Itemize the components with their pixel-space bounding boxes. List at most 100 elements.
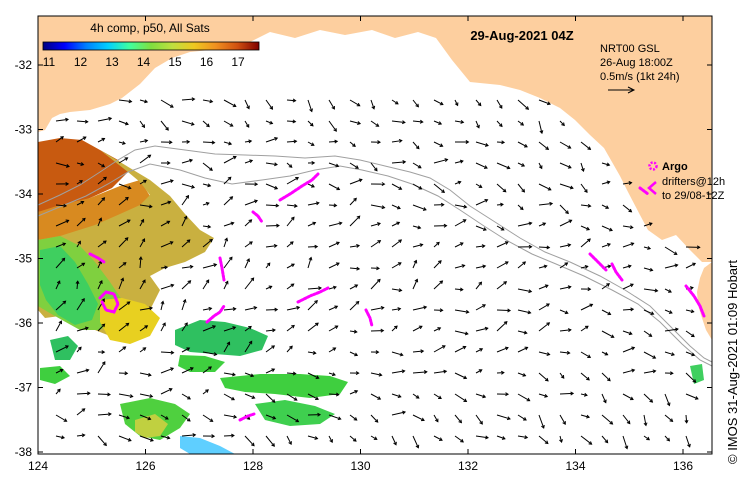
current-arrow: [433, 241, 440, 248]
current-arrow: [517, 120, 525, 126]
lat-tick-label: -35: [15, 252, 33, 266]
current-arrow: [118, 237, 129, 248]
lat-tick-label: -33: [15, 123, 33, 137]
current-arrow: [370, 350, 380, 355]
current-arrow: [412, 414, 425, 422]
current-arrow: [685, 372, 697, 383]
lon-tick-label: 126: [135, 459, 155, 473]
current-arrow: [97, 137, 106, 143]
current-arrow: [601, 283, 611, 290]
current-arrow: [412, 278, 419, 290]
current-arrow: [76, 368, 90, 374]
current-arrow: [685, 245, 701, 250]
current-arrow: [202, 434, 216, 439]
current-arrow: [559, 183, 574, 190]
lat-tick-label: -34: [15, 187, 33, 201]
current-arrow: [538, 141, 550, 150]
current-arrow: [475, 414, 483, 425]
current-arrow: [160, 241, 174, 248]
current-arrow: [202, 306, 213, 311]
current-arrow: [97, 280, 103, 290]
current-arrow: [496, 120, 503, 128]
current-arrow: [601, 351, 609, 356]
current-arrow: [97, 176, 107, 185]
current-arrow: [286, 305, 301, 311]
current-arrow: [433, 280, 444, 290]
current-arrow: [601, 435, 609, 444]
latitude-axis: -32 -33 -34 -35 -36 -37 -38: [15, 58, 712, 459]
current-arrow: [475, 435, 489, 440]
current-arrow: [643, 309, 655, 316]
current-arrow: [349, 351, 359, 357]
current-arrow: [622, 242, 635, 248]
current-arrow: [307, 286, 322, 291]
current-arrow: [622, 264, 632, 269]
current-arrow: [496, 370, 505, 375]
current-arrow: [538, 120, 544, 135]
sst-legend: 4h comp, p50, All Sats 11 12 13 14 15 16 17: [42, 21, 260, 69]
velocity-legend: NRT00 GSL 26-Aug 18:00Z 0.5m/s (1kt 24h): [600, 43, 679, 94]
current-arrow: [538, 245, 551, 250]
current-arrow: [559, 435, 563, 444]
current-arrow: [601, 330, 615, 338]
current-arrow: [412, 119, 424, 124]
current-arrow: [412, 99, 419, 108]
current-arrow: [55, 300, 67, 311]
current-arrow: [97, 116, 113, 122]
current-arrow: [244, 99, 250, 110]
current-arrow: [580, 372, 590, 381]
current-arrow: [286, 98, 297, 103]
current-arrow: [496, 392, 510, 397]
current-arrow: [664, 414, 674, 423]
current-arrow: [55, 162, 70, 168]
current-arrow: [139, 238, 146, 248]
current-arrow: [664, 371, 674, 376]
current-arrow: [370, 222, 381, 227]
current-arrow: [307, 244, 319, 249]
argo-marker-symbol: [648, 161, 658, 171]
map-frame: [37, 15, 713, 455]
current-arrow: [370, 162, 378, 172]
current-arrow: [328, 203, 338, 208]
current-arrow: [307, 160, 316, 165]
current-arrow: [223, 120, 234, 127]
drifter-track: [98, 290, 120, 314]
current-arrow: [370, 240, 382, 248]
current-arrow: [391, 351, 404, 357]
current-arrow: [76, 326, 89, 332]
current-arrow: [328, 183, 341, 191]
current-arrow: [202, 238, 213, 248]
current-arrow: [517, 162, 526, 167]
current-arrow: [265, 368, 276, 374]
current-arrow: [433, 120, 443, 125]
argo-legend: Argo drifters@12h to 29/08-12Z: [647, 161, 725, 202]
sst-tick-label: 11: [43, 55, 56, 69]
current-arrow: [244, 325, 252, 332]
current-arrow: [139, 218, 145, 227]
current-arrow: [454, 345, 467, 353]
current-arrow: [517, 372, 527, 377]
current-arrow: [307, 120, 314, 127]
current-arrow: [265, 243, 278, 248]
current-arrow: [328, 139, 339, 144]
current-arrow: [559, 120, 565, 127]
current-arrow: [76, 240, 81, 248]
current-arrow: [138, 256, 143, 269]
current-arrow: [202, 162, 213, 171]
current-vectors: [55, 97, 701, 450]
current-arrow: [391, 435, 397, 446]
current-arrow: [454, 264, 466, 269]
current-arrow: [160, 300, 165, 311]
current-arrow: [601, 243, 611, 248]
sst-colorbar-ticks: 11 12 13 14 15 16 17: [43, 55, 245, 69]
current-arrow: [97, 162, 106, 168]
current-arrow: [202, 183, 212, 188]
current-arrow: [559, 243, 572, 248]
current-arrow: [307, 300, 318, 311]
velocity-legend-product: NRT00 GSL: [600, 43, 660, 55]
current-arrow: [118, 183, 132, 190]
current-arrow: [349, 141, 356, 148]
current-arrow: [433, 223, 448, 228]
current-arrow: [181, 194, 190, 206]
current-arrow: [412, 393, 420, 399]
